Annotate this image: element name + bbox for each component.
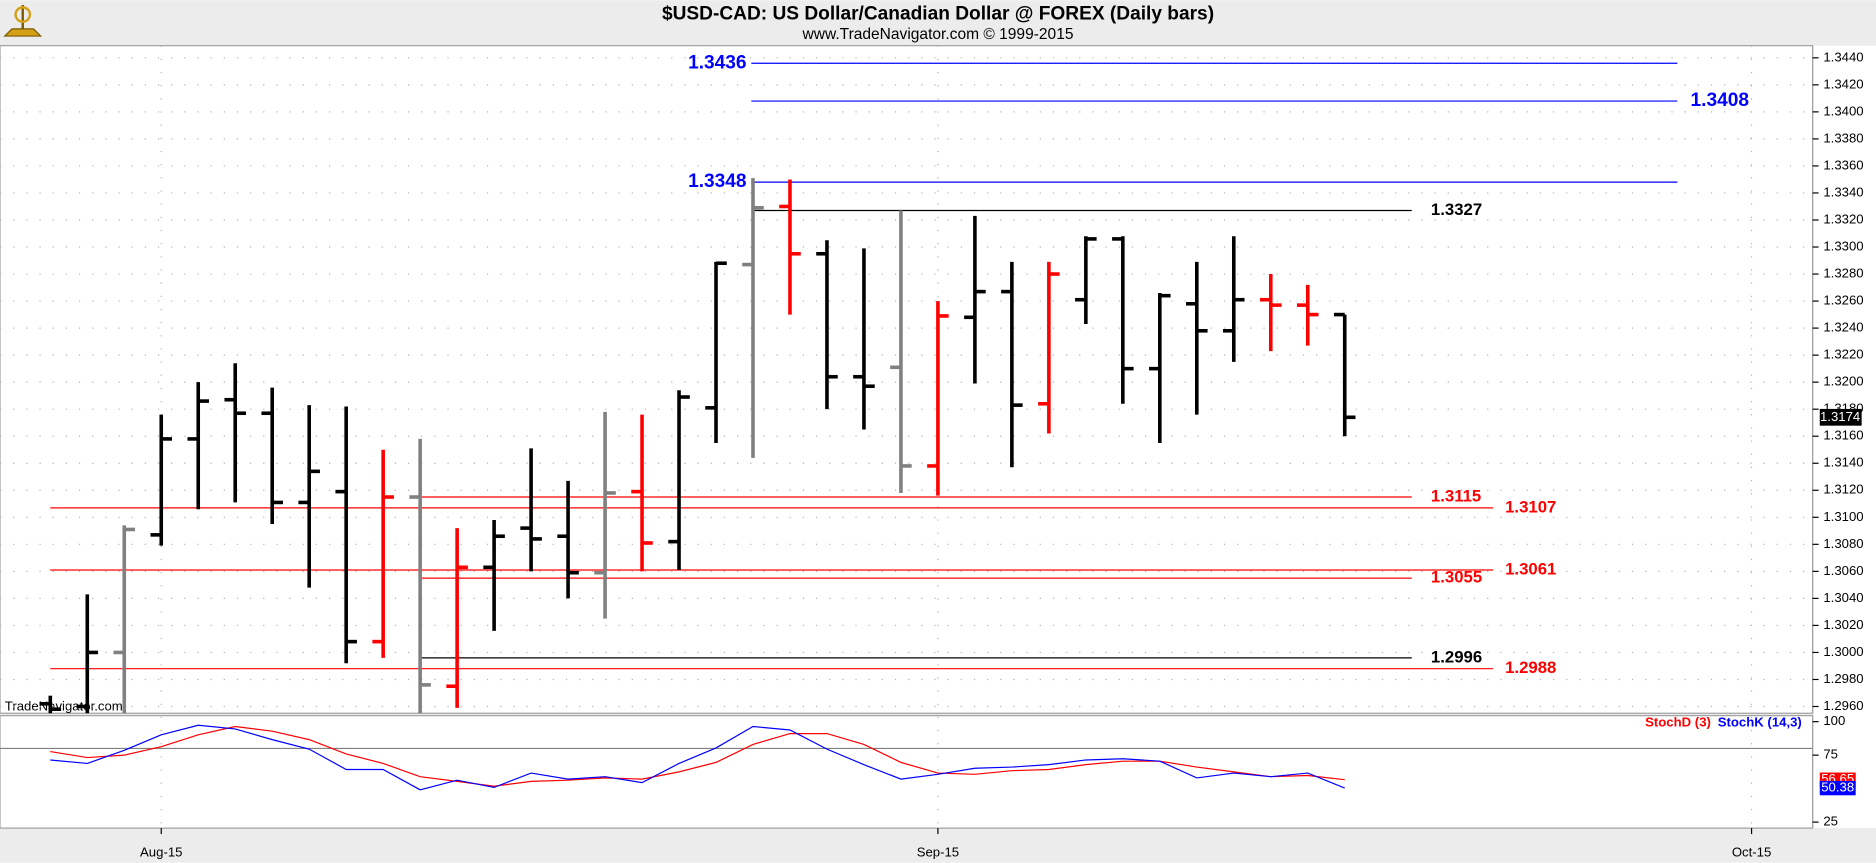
y-tick-label: 1.3420 — [1823, 76, 1863, 91]
y-tick-label: 1.3000 — [1823, 644, 1863, 659]
y-tick-label: 1.2960 — [1823, 698, 1863, 713]
level-label: 1.3436 — [688, 52, 746, 73]
y-tick-label: 1.3380 — [1823, 130, 1863, 145]
level-label: 1.2988 — [1505, 658, 1556, 677]
y-tick-label: 1.2980 — [1823, 671, 1863, 686]
stoch-line — [50, 724, 1345, 791]
y-tick-label: 1.3300 — [1823, 238, 1863, 253]
y-tick-label: 1.3340 — [1823, 184, 1863, 199]
legend-label: StochD (3) — [1645, 714, 1711, 729]
y-tick-label: 1.3400 — [1823, 103, 1863, 118]
level-label: 1.3115 — [1431, 486, 1481, 505]
legend-label: StochK (14,3) — [1718, 714, 1802, 729]
x-tick-label: Sep-15 — [917, 845, 959, 860]
y-tick-label: 1.3120 — [1823, 482, 1863, 497]
y-tick-label: 1.3080 — [1823, 536, 1863, 551]
stoch-line — [50, 725, 1345, 787]
y-tick-label: 1.3320 — [1823, 211, 1863, 226]
chart-subtitle: www.TradeNavigator.com © 1999-2015 — [802, 26, 1074, 43]
level-label: 1.3061 — [1505, 559, 1556, 578]
y-tick-label: 1.3360 — [1823, 157, 1863, 172]
y-tick-label: 100 — [1823, 713, 1845, 728]
y-tick-label: 1.3160 — [1823, 428, 1863, 443]
logo — [3, 4, 43, 37]
price-panel — [0, 45, 1814, 714]
y-tick-label: 25 — [1823, 814, 1838, 829]
y-tick-label: 1.3140 — [1823, 455, 1863, 470]
level-label: 1.3408 — [1691, 90, 1750, 111]
y-tick-label: 1.3020 — [1823, 617, 1863, 632]
y-tick-label: 1.3100 — [1823, 509, 1863, 524]
stoch-panel — [0, 715, 1814, 829]
watermark: TradeNavigator.com — [5, 699, 123, 714]
last-value-label: 50.38 — [1821, 780, 1854, 795]
y-tick-label: 1.3200 — [1823, 374, 1863, 389]
y-tick-label: 1.3240 — [1823, 320, 1863, 335]
x-tick-label: Oct-15 — [1732, 845, 1771, 860]
level-label: 1.3055 — [1431, 568, 1482, 587]
chart-title: $USD-CAD: US Dollar/Canadian Dollar @ FO… — [662, 4, 1214, 25]
y-tick-label: 75 — [1823, 747, 1838, 762]
y-tick-label: 1.3280 — [1823, 266, 1863, 281]
level-label: 1.3107 — [1505, 497, 1556, 516]
y-tick-label: 1.3260 — [1823, 293, 1863, 308]
y-tick-label: 1.3040 — [1823, 590, 1863, 605]
y-tick-label: 1.3220 — [1823, 347, 1863, 362]
last-value-box — [1819, 780, 1856, 796]
right-axis — [1813, 45, 1876, 829]
level-label: 1.3348 — [688, 171, 747, 192]
last-price-label: 1.3174 — [1820, 409, 1860, 424]
level-label: 1.2996 — [1431, 647, 1482, 666]
last-price-box — [1819, 408, 1862, 426]
x-tick-label: Aug-15 — [140, 845, 182, 860]
y-tick-label: 1.3060 — [1823, 563, 1863, 578]
level-label: 1.3327 — [1431, 200, 1482, 219]
y-tick-label: 1.3440 — [1823, 49, 1863, 64]
